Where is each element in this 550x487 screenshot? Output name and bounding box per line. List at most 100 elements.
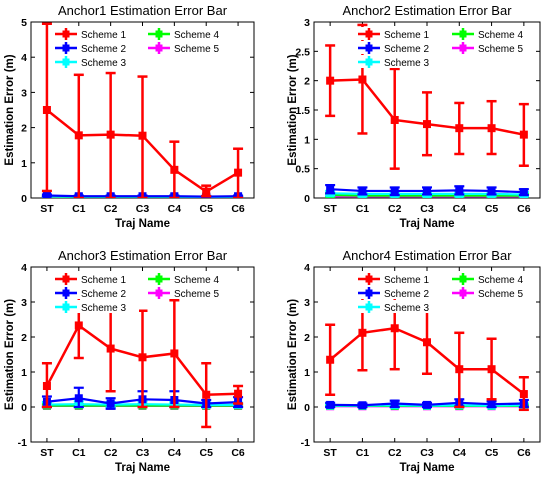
x-tick-label: C1	[356, 447, 370, 459]
legend-bg	[53, 300, 139, 313]
chart-title: Anchor1 Estimation Error Bar	[58, 3, 228, 18]
data-point	[138, 131, 147, 140]
legend-entry-1: Scheme 1	[53, 27, 139, 41]
y-tick-label: 0	[21, 402, 27, 414]
x-tick-label: C3	[136, 203, 150, 215]
chart-panel-2: Anchor2 Estimation Error Bar 0 0.5 1 1.5 2 2.5…	[287, 3, 541, 230]
chart-panel-3: Anchor3 Estimation Error Bar -1 0 1 2 3 4 ST C1 C…	[4, 248, 255, 474]
legend-label: Scheme 5	[478, 44, 523, 55]
y-tick-label: 1	[304, 134, 310, 146]
legend-bg	[146, 41, 232, 54]
y-tick-label: -1	[18, 437, 27, 449]
legend-label: Scheme 1	[81, 30, 126, 41]
y-tick-label: 1	[21, 158, 27, 170]
legend-entry-2: Scheme 2	[53, 286, 139, 300]
legend-entry-4: Scheme 4	[146, 272, 232, 286]
legend-bg	[53, 55, 139, 68]
legend-swatch-marker	[62, 289, 70, 297]
legend-entry-5: Scheme 5	[146, 41, 232, 55]
legend-entry-4: Scheme 4	[450, 272, 536, 286]
x-tick-label: C2	[104, 447, 118, 459]
legend-swatch-marker	[62, 30, 70, 38]
x-tick-label: C5	[485, 447, 499, 459]
x-tick-label: ST	[40, 203, 54, 215]
legend-label: Scheme 5	[174, 289, 219, 300]
data-point	[42, 191, 51, 198]
data-point	[326, 185, 335, 194]
x-tick-label: C3	[136, 447, 150, 459]
legend-swatch-marker	[365, 303, 373, 311]
y-axis-label: Estimation Error (m)	[287, 54, 299, 165]
data-point	[423, 400, 431, 409]
data-point	[106, 130, 115, 139]
series-layer	[41, 290, 244, 429]
legend-swatch-marker	[62, 44, 70, 52]
legend-entry-4: Scheme 4	[146, 27, 232, 41]
chart-title: Anchor2 Estimation Error Bar	[342, 3, 512, 18]
x-axis-label: Traj Name	[400, 218, 455, 230]
legend-bg	[53, 41, 139, 54]
data-point	[423, 338, 431, 347]
data-point	[519, 130, 528, 139]
y-tick-label: 2	[304, 76, 310, 88]
data-point	[358, 75, 367, 84]
data-point	[326, 355, 335, 364]
y-tick-label: 0	[304, 193, 310, 205]
chart-title: Anchor4 Estimation Error Bar	[342, 248, 512, 263]
y-tick-label: 3	[21, 297, 27, 309]
legend-swatch-marker	[62, 58, 70, 66]
chart-title: Anchor3 Estimation Error Bar	[58, 248, 228, 263]
data-point	[170, 349, 179, 358]
legend-swatch-marker	[365, 58, 373, 66]
legend-label: Scheme 2	[384, 289, 429, 300]
legend-swatch-marker	[459, 275, 467, 283]
data-point	[390, 399, 399, 408]
data-point	[326, 76, 335, 85]
data-point	[42, 106, 51, 114]
y-tick-label: 2.5	[295, 46, 310, 58]
y-axis-label: Estimation Error (m)	[287, 299, 299, 410]
x-tick-label: C3	[420, 447, 434, 459]
legend-bg	[356, 300, 442, 313]
legend-label: Scheme 2	[384, 44, 429, 55]
legend-label: Scheme 3	[81, 303, 126, 314]
data-point	[234, 168, 243, 177]
legend-swatch-marker	[62, 275, 70, 283]
legend-label: Scheme 2	[81, 44, 126, 55]
data-point	[487, 365, 496, 374]
x-tick-label: C6	[517, 447, 531, 459]
x-tick-label: C5	[199, 447, 213, 459]
legend-label: Scheme 5	[174, 44, 219, 55]
legend-bg	[356, 41, 442, 54]
data-point	[423, 186, 431, 195]
legend-swatch-marker	[365, 289, 373, 297]
data-point	[358, 328, 367, 337]
legend-bg	[356, 272, 442, 285]
x-axis-label: Traj Name	[400, 462, 455, 474]
data-point	[74, 131, 83, 140]
x-tick-label: C5	[199, 203, 213, 215]
legend-bg	[53, 272, 139, 285]
legend-bg	[356, 286, 442, 299]
legend-bg	[146, 27, 232, 40]
y-tick-label: 4	[21, 52, 27, 64]
x-tick-label: C2	[388, 203, 402, 215]
data-point	[42, 382, 51, 390]
data-point	[358, 401, 367, 410]
data-point	[202, 390, 211, 399]
legend-label: Scheme 4	[478, 275, 523, 286]
x-tick-label: C1	[356, 203, 370, 215]
legend-swatch-marker	[365, 44, 373, 52]
y-tick-label: 1	[304, 367, 310, 379]
y-tick-label: 0	[304, 402, 310, 414]
data-point	[455, 186, 464, 195]
legend-bg	[146, 272, 232, 285]
y-tick-label: -1	[301, 437, 310, 449]
data-point	[487, 124, 496, 133]
data-point	[390, 324, 399, 333]
data-point	[519, 188, 528, 197]
legend-entry-1: Scheme 1	[356, 272, 442, 286]
legend-bg	[146, 286, 232, 299]
x-tick-label: C4	[168, 203, 182, 215]
x-axis-label: Traj Name	[115, 218, 170, 230]
